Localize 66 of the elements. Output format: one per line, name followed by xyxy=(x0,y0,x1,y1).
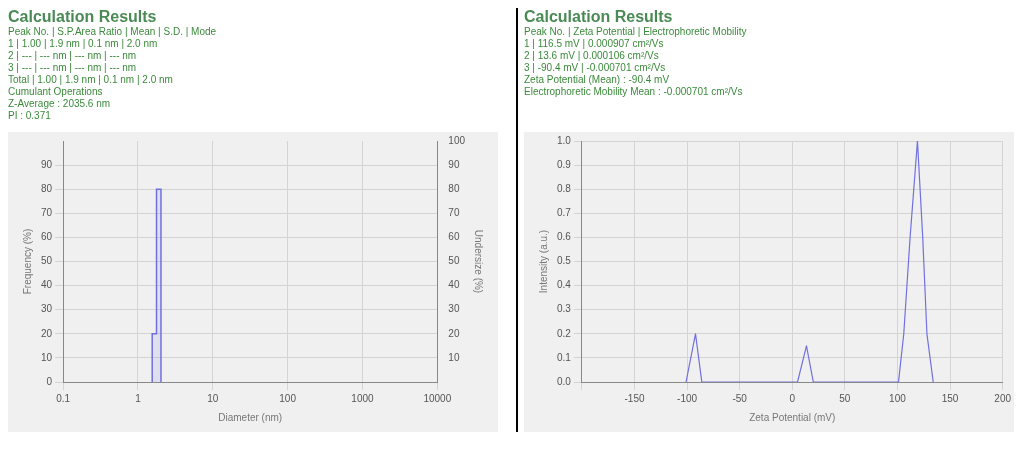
y2-tick-label: 100 xyxy=(448,134,466,146)
chart-title: Calculation Results xyxy=(8,8,158,26)
y2-axis-title: Undersize (%) xyxy=(473,229,485,294)
x-tick-label: 10 xyxy=(207,392,219,404)
y2-tick-label: 10 xyxy=(448,351,460,363)
x-tick-label: 150 xyxy=(941,392,959,404)
x-tick-label: -50 xyxy=(732,392,748,404)
y-tick-label: 0 xyxy=(46,375,53,387)
y-tick-label: 70 xyxy=(41,207,53,219)
y-tick-label: 10 xyxy=(41,351,53,363)
y2-tick-label: 40 xyxy=(448,279,460,291)
y-tick-label: 0.4 xyxy=(557,279,572,291)
text: 3 | -90.4 mV | -0.000701 cm²/Vs xyxy=(524,62,667,74)
x-tick-label: 10000 xyxy=(423,392,452,404)
text: 1 | 1.00 | 1.9 nm | 0.1 nm | 2.0 nm xyxy=(8,38,159,50)
y-tick-label: 1.0 xyxy=(557,134,572,146)
y-tick-label: 0.3 xyxy=(557,303,572,315)
text: 2 | --- | --- nm | --- nm | --- nm xyxy=(8,50,138,62)
x-tick-label: 100 xyxy=(279,392,297,404)
x-tick-label: 1000 xyxy=(351,392,375,404)
x-tick-label: 50 xyxy=(839,392,851,404)
y-axis-title: Frequency (%) xyxy=(21,228,33,295)
text: Peak No. | S.P.Area Ratio | Mean | S.D. | Mode xyxy=(8,26,218,38)
x-tick-label: 0.1 xyxy=(56,392,71,404)
y-tick-label: 0.9 xyxy=(557,158,572,170)
text: 3 | --- | --- nm | --- nm | --- nm xyxy=(8,62,138,74)
x-tick-label: 1 xyxy=(135,392,142,404)
x-tick-label: -100 xyxy=(677,392,698,404)
y-tick-label: 0.6 xyxy=(557,231,572,243)
text: Peak No. | Zeta Potential | Electrophoretic Mobility xyxy=(524,26,748,38)
x-tick-label: 0 xyxy=(789,392,796,404)
y-tick-label: 0.1 xyxy=(557,351,572,363)
y-tick-label: 50 xyxy=(41,255,53,267)
y2-tick-label: 70 xyxy=(448,207,460,219)
y-tick-label: 0.8 xyxy=(557,182,572,194)
y-tick-label: 60 xyxy=(41,231,53,243)
x-axis-title: Zeta Potential (mV) xyxy=(749,411,836,423)
y-tick-label: 30 xyxy=(41,303,53,315)
chart-title: Calculation Results xyxy=(524,8,674,26)
y2-tick-label: 30 xyxy=(448,303,460,315)
y-tick-label: 80 xyxy=(41,182,53,194)
y-axis-title: Intensity (a.u.) xyxy=(537,229,549,294)
text: Cumulant Operations xyxy=(8,86,104,98)
y2-tick-label: 50 xyxy=(448,255,460,267)
y-tick-label: 0.5 xyxy=(557,255,572,267)
text: PI : 0.371 xyxy=(8,110,52,122)
y2-tick-label: 60 xyxy=(448,231,460,243)
y-tick-label: 20 xyxy=(41,327,53,339)
x-tick-label: -150 xyxy=(624,392,645,404)
text: 1 | 116.5 mV | 0.000907 cm²/Vs xyxy=(524,38,665,50)
y-tick-label: 0.2 xyxy=(557,327,572,339)
x-tick-label: 200 xyxy=(994,392,1012,404)
text: Z-Average : 2035.6 nm xyxy=(8,98,112,110)
y2-tick-label: 90 xyxy=(448,158,460,170)
x-tick-label: 100 xyxy=(889,392,907,404)
y-tick-label: 40 xyxy=(41,279,53,291)
text: Total | 1.00 | 1.9 nm | 0.1 nm | 2.0 nm xyxy=(8,74,174,86)
y2-tick-label: 80 xyxy=(448,182,460,194)
y2-tick-label: 20 xyxy=(448,327,460,339)
text: 2 | 13.6 mV | 0.000106 cm²/Vs xyxy=(524,50,660,62)
x-axis-title: Diameter (nm) xyxy=(218,411,283,423)
y-tick-label: 90 xyxy=(41,158,53,170)
text: Zeta Potential (Mean) : -90.4 mV xyxy=(524,74,671,86)
y-tick-label: 0.0 xyxy=(557,375,572,387)
text: Electrophoretic Mobility Mean : -0.000701 cm²/Vs xyxy=(524,86,744,98)
y-tick-label: 0.7 xyxy=(557,207,572,219)
